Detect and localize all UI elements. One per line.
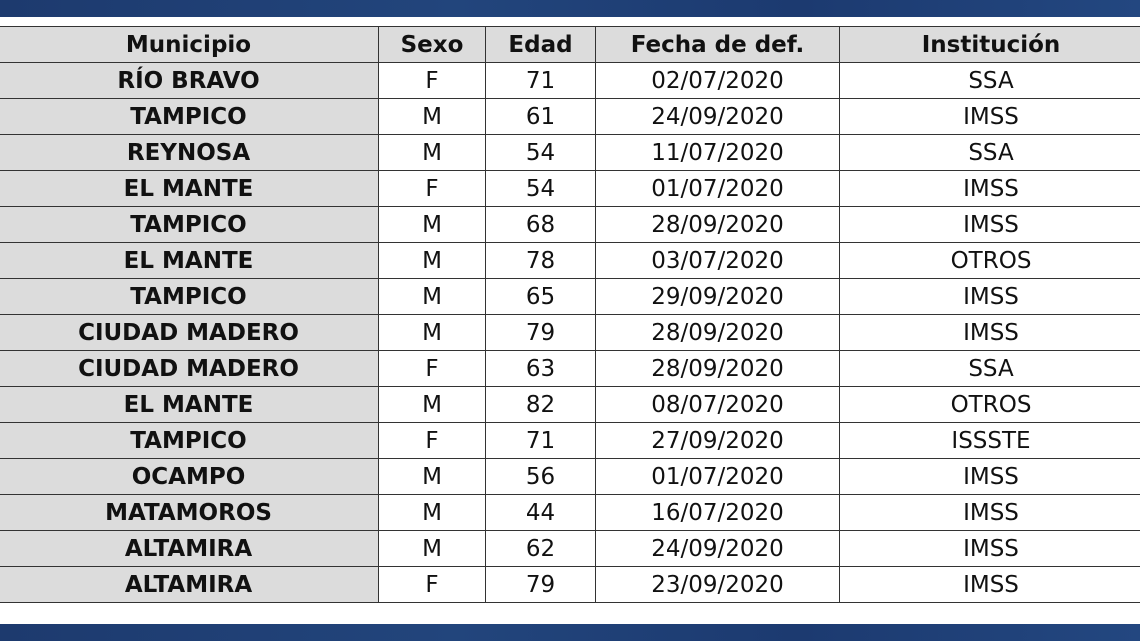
cell-edad: 56 — [485, 458, 596, 495]
table-row: TAMPICO F 71 27/09/2020 ISSSTE — [0, 422, 1140, 459]
top-banner — [0, 0, 1140, 17]
header-municipio: Municipio — [0, 26, 379, 63]
table-row: ALTAMIRA M 62 24/09/2020 IMSS — [0, 530, 1140, 567]
cell-edad: 82 — [485, 386, 596, 423]
cell-municipio: EL MANTE — [0, 170, 379, 207]
cell-sexo: M — [378, 386, 486, 423]
cell-sexo: M — [378, 278, 486, 315]
table-row: RÍO BRAVO F 71 02/07/2020 SSA — [0, 62, 1140, 99]
cell-municipio: EL MANTE — [0, 386, 379, 423]
cell-fecha: 23/09/2020 — [595, 566, 840, 603]
cell-sexo: M — [378, 494, 486, 531]
cell-edad: 65 — [485, 278, 596, 315]
table-row: TAMPICO M 68 28/09/2020 IMSS — [0, 206, 1140, 243]
cell-edad: 78 — [485, 242, 596, 279]
cell-sexo: M — [378, 134, 486, 171]
cell-sexo: M — [378, 314, 486, 351]
table-row: ALTAMIRA F 79 23/09/2020 IMSS — [0, 566, 1140, 603]
cell-edad: 44 — [485, 494, 596, 531]
bottom-banner — [0, 624, 1140, 641]
cell-fecha: 03/07/2020 — [595, 242, 840, 279]
cell-fecha: 28/09/2020 — [595, 350, 840, 387]
table-row: TAMPICO M 61 24/09/2020 IMSS — [0, 98, 1140, 135]
cell-sexo: M — [378, 458, 486, 495]
cell-fecha: 28/09/2020 — [595, 314, 840, 351]
header-fecha: Fecha de def. — [595, 26, 840, 63]
cell-fecha: 16/07/2020 — [595, 494, 840, 531]
cell-edad: 79 — [485, 314, 596, 351]
cell-institucion: IMSS — [839, 458, 1140, 495]
cell-municipio: MATAMOROS — [0, 494, 379, 531]
table-row: EL MANTE M 78 03/07/2020 OTROS — [0, 242, 1140, 279]
header-institucion: Institución — [839, 26, 1140, 63]
cell-municipio: REYNOSA — [0, 134, 379, 171]
cell-institucion: ISSSTE — [839, 422, 1140, 459]
cell-sexo: M — [378, 242, 486, 279]
cell-fecha: 02/07/2020 — [595, 62, 840, 99]
table-row: CIUDAD MADERO M 79 28/09/2020 IMSS — [0, 314, 1140, 351]
cell-municipio: ALTAMIRA — [0, 566, 379, 603]
cell-municipio: CIUDAD MADERO — [0, 350, 379, 387]
cell-municipio: TAMPICO — [0, 422, 379, 459]
deaths-table: Municipio Sexo Edad Fecha de def. Institució… — [0, 26, 1140, 603]
cell-edad: 62 — [485, 530, 596, 567]
table-row: MATAMOROS M 44 16/07/2020 IMSS — [0, 494, 1140, 531]
cell-sexo: F — [378, 170, 486, 207]
cell-institucion: OTROS — [839, 242, 1140, 279]
cell-institucion: OTROS — [839, 386, 1140, 423]
table-row: REYNOSA M 54 11/07/2020 SSA — [0, 134, 1140, 171]
table-row: OCAMPO M 56 01/07/2020 IMSS — [0, 458, 1140, 495]
table-row: EL MANTE F 54 01/07/2020 IMSS — [0, 170, 1140, 207]
cell-institucion: IMSS — [839, 530, 1140, 567]
table-row: EL MANTE M 82 08/07/2020 OTROS — [0, 386, 1140, 423]
cell-edad: 71 — [485, 62, 596, 99]
cell-fecha: 24/09/2020 — [595, 98, 840, 135]
cell-municipio: EL MANTE — [0, 242, 379, 279]
cell-fecha: 01/07/2020 — [595, 458, 840, 495]
cell-institucion: IMSS — [839, 98, 1140, 135]
cell-municipio: CIUDAD MADERO — [0, 314, 379, 351]
cell-institucion: SSA — [839, 134, 1140, 171]
header-edad: Edad — [485, 26, 596, 63]
cell-sexo: F — [378, 422, 486, 459]
cell-institucion: SSA — [839, 62, 1140, 99]
cell-institucion: IMSS — [839, 170, 1140, 207]
cell-edad: 61 — [485, 98, 596, 135]
cell-municipio: TAMPICO — [0, 206, 379, 243]
cell-edad: 79 — [485, 566, 596, 603]
cell-fecha: 27/09/2020 — [595, 422, 840, 459]
cell-municipio: OCAMPO — [0, 458, 379, 495]
cell-fecha: 11/07/2020 — [595, 134, 840, 171]
cell-institucion: IMSS — [839, 494, 1140, 531]
cell-edad: 68 — [485, 206, 596, 243]
cell-institucion: IMSS — [839, 566, 1140, 603]
cell-edad: 71 — [485, 422, 596, 459]
cell-fecha: 24/09/2020 — [595, 530, 840, 567]
cell-institucion: SSA — [839, 350, 1140, 387]
cell-sexo: F — [378, 350, 486, 387]
cell-fecha: 28/09/2020 — [595, 206, 840, 243]
cell-municipio: ALTAMIRA — [0, 530, 379, 567]
header-row: Municipio Sexo Edad Fecha de def. Institució… — [0, 26, 1140, 63]
cell-fecha: 01/07/2020 — [595, 170, 840, 207]
header-sexo: Sexo — [378, 26, 486, 63]
cell-institucion: IMSS — [839, 278, 1140, 315]
cell-municipio: RÍO BRAVO — [0, 62, 379, 99]
cell-sexo: M — [378, 98, 486, 135]
table-row: CIUDAD MADERO F 63 28/09/2020 SSA — [0, 350, 1140, 387]
cell-municipio: TAMPICO — [0, 98, 379, 135]
cell-sexo: M — [378, 206, 486, 243]
cell-edad: 54 — [485, 134, 596, 171]
cell-sexo: M — [378, 530, 486, 567]
cell-fecha: 08/07/2020 — [595, 386, 840, 423]
cell-sexo: F — [378, 62, 486, 99]
cell-institucion: IMSS — [839, 314, 1140, 351]
cell-fecha: 29/09/2020 — [595, 278, 840, 315]
cell-edad: 54 — [485, 170, 596, 207]
cell-sexo: F — [378, 566, 486, 603]
table-row: TAMPICO M 65 29/09/2020 IMSS — [0, 278, 1140, 315]
cell-municipio: TAMPICO — [0, 278, 379, 315]
cell-institucion: IMSS — [839, 206, 1140, 243]
cell-edad: 63 — [485, 350, 596, 387]
